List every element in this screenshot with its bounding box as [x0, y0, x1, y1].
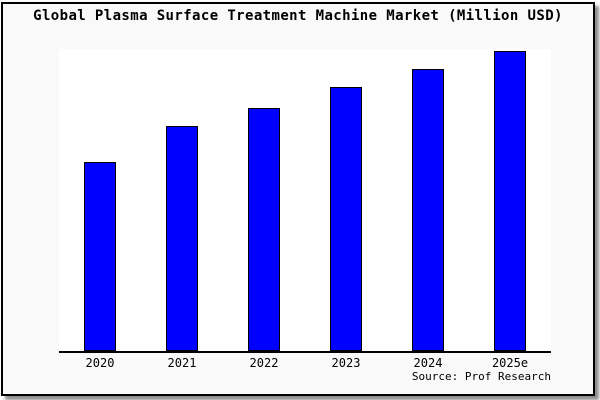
- bar-2023: [330, 87, 362, 351]
- bar-2024: [412, 69, 444, 351]
- bar-2025e: [494, 51, 526, 351]
- bar-2020: [84, 162, 116, 351]
- x-tick-label-2020: 2020: [85, 356, 115, 370]
- plot-area: [59, 49, 551, 353]
- bar-slot-2025e: [469, 49, 551, 351]
- x-tick-label-2025e: 2025e: [491, 356, 529, 370]
- chart-frame: Global Plasma Surface Treatment Machine …: [1, 2, 595, 396]
- x-tick-label-2022: 2022: [249, 356, 279, 370]
- source-credit: Source: Prof Research: [411, 370, 551, 383]
- bar-slot-2023: [305, 49, 387, 351]
- x-axis-tick-row: 2020 2021 2022 2023 2024 2025e: [59, 356, 551, 370]
- bar-2022: [248, 108, 280, 351]
- chart-title: Global Plasma Surface Treatment Machine …: [33, 8, 563, 24]
- x-tick-label-2023: 2023: [331, 356, 361, 370]
- bar-slot-2024: [387, 49, 469, 351]
- bar-slot-2021: [141, 49, 223, 351]
- x-tick-label-2024: 2024: [413, 356, 443, 370]
- bar-slot-2020: [59, 49, 141, 351]
- x-tick-label-2021: 2021: [167, 356, 197, 370]
- bar-2021: [166, 126, 198, 351]
- bar-slot-2022: [223, 49, 305, 351]
